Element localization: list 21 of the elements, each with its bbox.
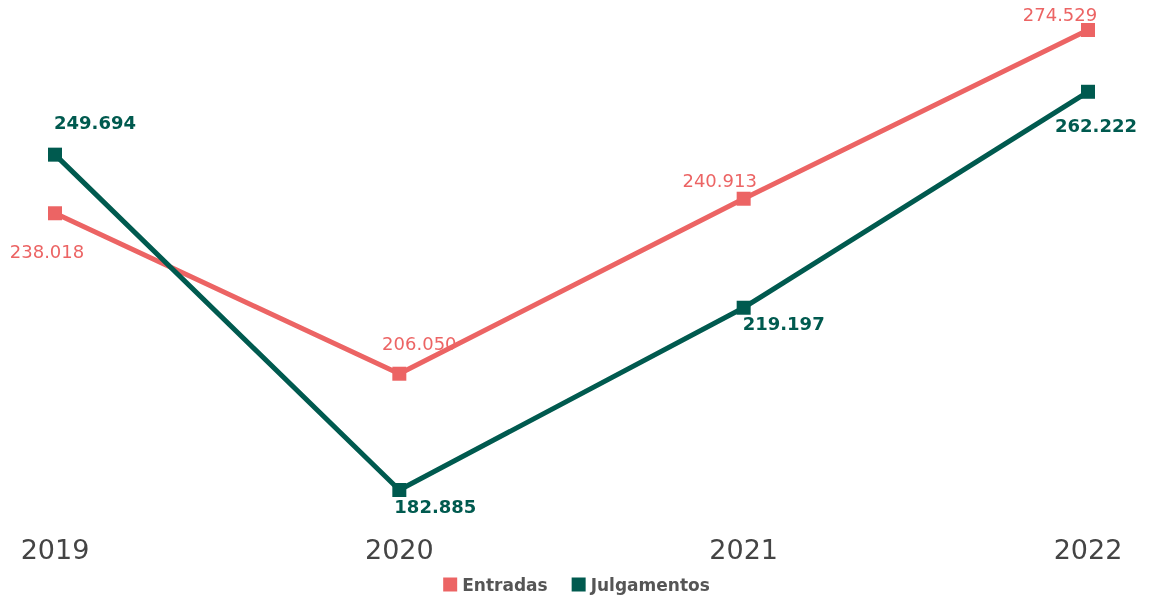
- x-tick-label: 2022: [1053, 534, 1123, 565]
- point: [736, 300, 751, 315]
- data-label: 249.694: [54, 112, 136, 134]
- x-tick-label: 2020: [364, 534, 434, 565]
- x-tick-label: 2019: [20, 534, 90, 565]
- point: [48, 206, 62, 221]
- data-label: 274.529: [1022, 3, 1098, 25]
- x-tick-label: 2021: [709, 534, 779, 565]
- point: [1081, 84, 1095, 99]
- legend-label: Julgamentos: [589, 574, 710, 595]
- point: [392, 366, 407, 381]
- data-label: 240.913: [682, 170, 757, 192]
- data-label: 219.197: [742, 313, 825, 335]
- point: [392, 483, 407, 497]
- point: [48, 147, 62, 162]
- legend-label: Entradas: [462, 574, 548, 595]
- data-label: 182.885: [394, 495, 477, 517]
- point: [736, 191, 751, 206]
- data-label: 238.018: [9, 240, 85, 262]
- point: [1081, 23, 1095, 37]
- data-label: 262.222: [1055, 115, 1137, 137]
